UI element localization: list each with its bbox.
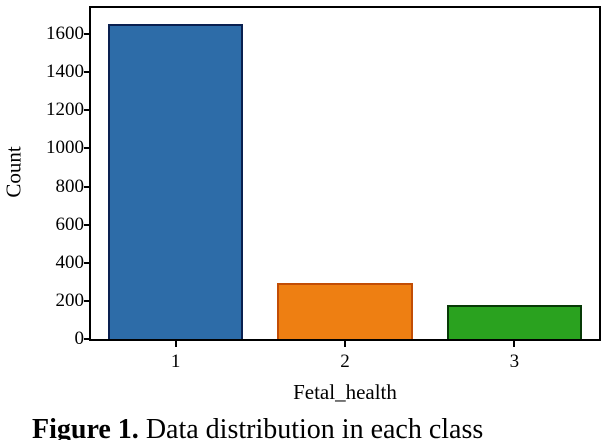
x-tick-mark (344, 341, 346, 347)
y-axis-title: Count (1, 146, 26, 198)
y-tick-label: 1400 (46, 61, 84, 83)
y-tick-mark (84, 261, 90, 264)
y-tick-mark (84, 33, 90, 36)
y-tick-mark (84, 109, 90, 112)
y-tick-label: 400 (55, 251, 85, 273)
x-tick-label: 3 (509, 351, 520, 372)
y-tick-mark (84, 185, 90, 188)
y-tick-label: 1600 (46, 23, 84, 45)
figure-caption-label: Figure 1. (32, 414, 139, 440)
y-tick-label: 800 (55, 175, 85, 197)
y-tick-mark (84, 223, 90, 226)
x-tick-mark (174, 341, 177, 347)
figure-caption-text: Data distribution in each class (138, 414, 484, 440)
x-tick-label: 1 (170, 351, 181, 372)
figure-caption: Figure 1. Data distribution in each clas… (32, 413, 592, 440)
y-tick-label: 600 (55, 213, 85, 235)
y-tick-label: 200 (55, 289, 85, 311)
bar-class-1 (107, 23, 244, 339)
y-tick-label: 1200 (46, 99, 84, 121)
y-tick-mark (84, 338, 90, 340)
y-tick-mark (84, 299, 90, 302)
bar-class-3 (446, 305, 583, 339)
y-tick-mark (84, 147, 90, 150)
y-tick-label: 0 (74, 328, 85, 349)
y-tick-label: 1000 (46, 137, 84, 159)
y-tick-mark (84, 71, 90, 74)
x-axis-title: Fetal_health (293, 380, 397, 404)
bar-class-2 (277, 282, 413, 339)
x-tick-mark (513, 341, 516, 347)
x-tick-label: 2 (340, 351, 350, 372)
